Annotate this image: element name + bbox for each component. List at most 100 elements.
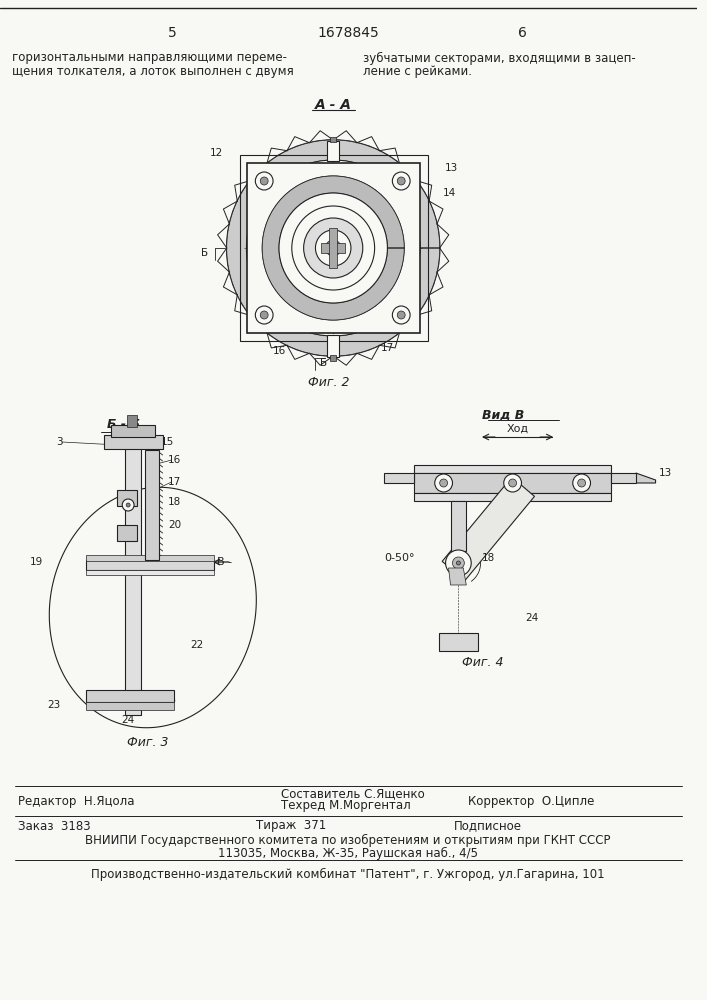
Circle shape [255, 306, 273, 324]
Circle shape [397, 311, 405, 319]
Bar [385, 473, 414, 483]
Circle shape [303, 218, 363, 278]
Bar [125, 445, 141, 715]
Text: В -: В - [217, 557, 232, 567]
Text: Производственно-издательский комбинат "Патент", г. Ужгород, ул.Гагарина, 101: Производственно-издательский комбинат "П… [91, 867, 604, 881]
Circle shape [435, 474, 452, 492]
Text: 13: 13 [659, 468, 672, 478]
Circle shape [247, 160, 420, 336]
Bar [450, 501, 467, 551]
Text: 0-50°: 0-50° [384, 553, 414, 563]
Text: Тираж  371: Тираж 371 [257, 820, 327, 832]
Text: 5: 5 [168, 26, 177, 40]
Bar [322, 243, 345, 253]
Text: Ход: Ход [506, 424, 529, 434]
Circle shape [504, 474, 522, 492]
Circle shape [573, 474, 590, 492]
Text: Составитель С.Ященко: Составитель С.Ященко [281, 788, 425, 800]
Bar [414, 465, 612, 473]
Circle shape [392, 172, 410, 190]
Text: горизонтальными направляющими переме-: горизонтальными направляющими переме- [12, 51, 287, 64]
Circle shape [260, 177, 268, 185]
Text: Б: Б [320, 358, 327, 368]
Bar [103, 435, 163, 449]
Text: 24: 24 [526, 613, 539, 623]
Bar [414, 473, 612, 493]
Circle shape [325, 240, 341, 256]
Bar [117, 525, 137, 541]
Text: 17: 17 [168, 477, 181, 487]
Circle shape [260, 311, 268, 319]
Text: 18: 18 [168, 497, 181, 507]
Text: 14: 14 [443, 188, 456, 198]
Circle shape [397, 177, 405, 185]
Bar [117, 490, 137, 506]
Bar [330, 355, 336, 361]
Text: 113035, Москва, Ж-35, Раушская наб., 4/5: 113035, Москва, Ж-35, Раушская наб., 4/5 [218, 846, 478, 860]
Bar [86, 560, 214, 570]
Bar [329, 228, 337, 268]
Text: 3: 3 [56, 437, 62, 447]
Bar [327, 141, 339, 161]
Circle shape [452, 557, 464, 569]
Circle shape [508, 479, 517, 487]
Text: 16: 16 [168, 455, 181, 465]
Circle shape [578, 479, 585, 487]
Text: 6: 6 [518, 26, 527, 40]
Text: 18: 18 [481, 553, 495, 563]
Circle shape [279, 193, 387, 303]
Text: 20: 20 [168, 520, 181, 530]
Text: 16: 16 [272, 346, 286, 356]
Text: Корректор  О.Ципле: Корректор О.Ципле [468, 794, 595, 808]
Text: Вид В: Вид В [481, 408, 524, 422]
Text: ление с рейками.: ление с рейками. [363, 64, 472, 78]
Text: Б: Б [201, 248, 209, 258]
Text: 1678845: 1678845 [317, 26, 379, 40]
Circle shape [126, 503, 130, 507]
Text: А - А: А - А [315, 98, 351, 112]
Text: Б - Б: Б - Б [107, 418, 140, 432]
Bar [240, 155, 428, 341]
Polygon shape [227, 140, 440, 356]
Text: 12: 12 [210, 148, 223, 158]
Text: 22: 22 [191, 640, 204, 650]
Bar [86, 555, 214, 561]
Bar [86, 702, 175, 710]
Bar [330, 137, 336, 142]
Circle shape [445, 550, 472, 576]
Circle shape [292, 206, 375, 290]
Bar [127, 415, 137, 427]
Bar [327, 335, 339, 357]
Text: 23: 23 [47, 700, 61, 710]
Text: 13: 13 [445, 163, 458, 173]
Bar [438, 633, 478, 651]
Text: зубчатыми секторами, входящими в зацеп-: зубчатыми секторами, входящими в зацеп- [363, 51, 636, 65]
Text: Фиг. 4: Фиг. 4 [462, 656, 504, 670]
Bar [612, 473, 636, 483]
Bar [86, 690, 175, 702]
Text: Подписное: Подписное [453, 820, 522, 832]
Circle shape [315, 230, 351, 266]
Text: щения толкателя, а лоток выполнен с двумя: щения толкателя, а лоток выполнен с двум… [12, 64, 293, 78]
Text: 15: 15 [161, 437, 174, 447]
Circle shape [392, 306, 410, 324]
Text: 19: 19 [30, 557, 43, 567]
Bar [414, 493, 612, 501]
Text: 24: 24 [122, 715, 135, 725]
Circle shape [122, 499, 134, 511]
Text: Техред М.Моргентал: Техред М.Моргентал [281, 800, 411, 812]
Polygon shape [448, 568, 467, 585]
Circle shape [255, 172, 273, 190]
Polygon shape [262, 176, 404, 320]
Polygon shape [442, 477, 534, 581]
Bar [112, 425, 155, 437]
Text: Редактор  Н.Яцола: Редактор Н.Яцола [18, 794, 134, 808]
Bar [247, 163, 420, 333]
Bar [86, 570, 214, 575]
Text: ВНИИПИ Государственного комитета по изобретениям и открытиям при ГКНТ СССР: ВНИИПИ Государственного комитета по изоб… [86, 833, 611, 847]
Text: Фиг. 3: Фиг. 3 [127, 736, 169, 748]
Circle shape [457, 561, 460, 565]
Bar [145, 450, 158, 560]
Text: 17: 17 [381, 343, 394, 353]
Polygon shape [636, 473, 655, 483]
